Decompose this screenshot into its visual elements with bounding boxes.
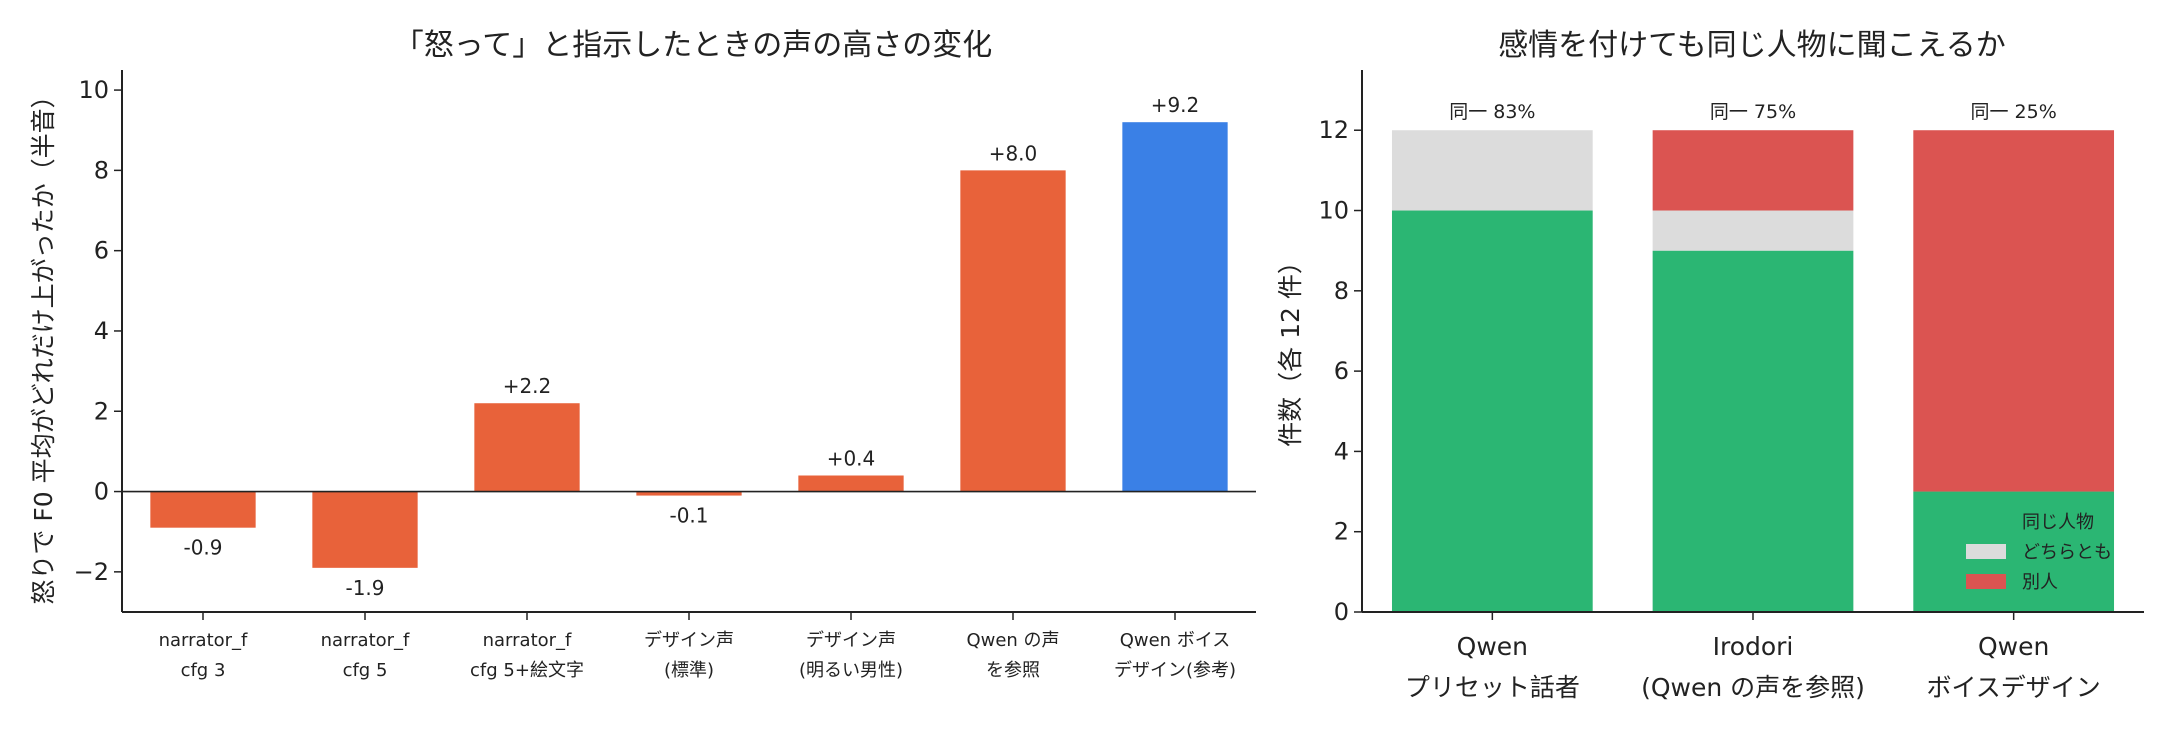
y-tick-label: 6 (94, 237, 109, 265)
bar (960, 170, 1066, 492)
x-tick-label: プリセット話者 (1405, 673, 1580, 702)
stacked-bar-segment (1391, 210, 1593, 612)
same-speaker-chart: 感情を付けても同じ人物に聞こえるか 件数（各 12 件） 0 2 4 6 8 10 12 同… (1276, 28, 2144, 702)
y-tick-label: 10 (78, 76, 109, 104)
x-tick-label: Irodori (1713, 632, 1794, 661)
y-tick-label: 10 (1318, 197, 1349, 225)
x-tick-label: narrator_f (483, 630, 572, 651)
x-tick-label: (明るい男性) (799, 660, 903, 681)
x-tick-label: cfg 5+絵文字 (470, 660, 584, 681)
x-tick-label: narrator_f (321, 630, 410, 651)
x-tick-label: を参照 (986, 660, 1040, 681)
y-tick-label: 8 (94, 156, 109, 184)
legend-label: 別人 (2022, 572, 2058, 593)
y-tick-label: −2 (74, 558, 109, 586)
x-tick-label: (標準) (664, 660, 714, 681)
x-tick-label: Qwen (1457, 632, 1528, 661)
stacked-bar-segment (1652, 210, 1854, 251)
y-tick-label: 4 (1334, 437, 1349, 465)
chart-title: 「怒って」と指示したときの声の高さの変化 (394, 28, 993, 63)
bar-value-label: +9.2 (1151, 93, 1200, 117)
bar-value-label: +2.2 (503, 374, 552, 398)
bar-top-label: 同一 83% (1449, 101, 1535, 123)
bar-value-label: +0.4 (827, 446, 876, 470)
x-tick-label: デザイン声 (644, 630, 734, 651)
x-tick-label: デザイン声 (806, 630, 896, 651)
x-tick-label: Qwen (1978, 632, 2049, 661)
bar (798, 475, 904, 492)
x-tick-label: Qwen ボイス (1120, 630, 1231, 651)
y-tick-label: 12 (1318, 116, 1349, 144)
bar-top-label: 同一 75% (1710, 101, 1796, 123)
stacked-bar-segment (1652, 250, 1854, 612)
y-tick-label: 6 (1334, 357, 1349, 385)
legend-label: どちらとも (2022, 542, 2112, 563)
legend-swatch (1966, 544, 2006, 559)
y-tick-label: 2 (94, 397, 109, 425)
stacked-bar-segment (1652, 130, 1854, 211)
x-tick-label: ボイスデザイン (1927, 673, 2101, 702)
stacked-bar-segment (1913, 491, 2115, 612)
x-tick-label: cfg 3 (181, 660, 226, 681)
y-axis-label: 件数（各 12 件） (1276, 249, 1305, 447)
bar (312, 491, 418, 568)
bar-value-label: -0.1 (669, 504, 708, 528)
bar-value-label: -0.9 (183, 536, 222, 560)
y-tick-label: 4 (94, 317, 109, 345)
legend-swatch (1966, 574, 2006, 589)
x-tick-label: (Qwen の声を参照) (1641, 673, 1865, 702)
x-tick-label: cfg 5 (343, 660, 388, 681)
chart-title: 感情を付けても同じ人物に聞こえるか (1498, 28, 2006, 63)
bar-top-label: 同一 25% (1971, 101, 2057, 123)
bar (474, 403, 580, 492)
bar-value-label: -1.9 (345, 576, 384, 600)
x-tick-label: narrator_f (159, 630, 248, 651)
bar (150, 491, 256, 528)
stacked-bar-segment (1913, 130, 2115, 492)
bar (1122, 122, 1228, 492)
y-tick-label: 0 (94, 478, 109, 506)
bar-value-label: +8.0 (989, 141, 1038, 165)
stacked-bar-segment (1391, 130, 1593, 211)
legend-swatch (1966, 514, 2006, 529)
y-tick-label: 8 (1334, 277, 1349, 305)
bar (636, 491, 742, 496)
y-axis-label: 怒りで F0 平均がどれだけ上がったか（半音） (29, 83, 58, 604)
x-tick-label: Qwen の声 (966, 630, 1059, 651)
legend-label: 同じ人物 (2022, 512, 2094, 533)
y-tick-label: 2 (1334, 518, 1349, 546)
pitch-change-chart: 「怒って」と指示したときの声の高さの変化 怒りで F0 平均がどれだけ上がったか… (29, 28, 1256, 681)
x-tick-label: デザイン(参考) (1114, 660, 1236, 681)
y-tick-label: 0 (1334, 598, 1349, 626)
